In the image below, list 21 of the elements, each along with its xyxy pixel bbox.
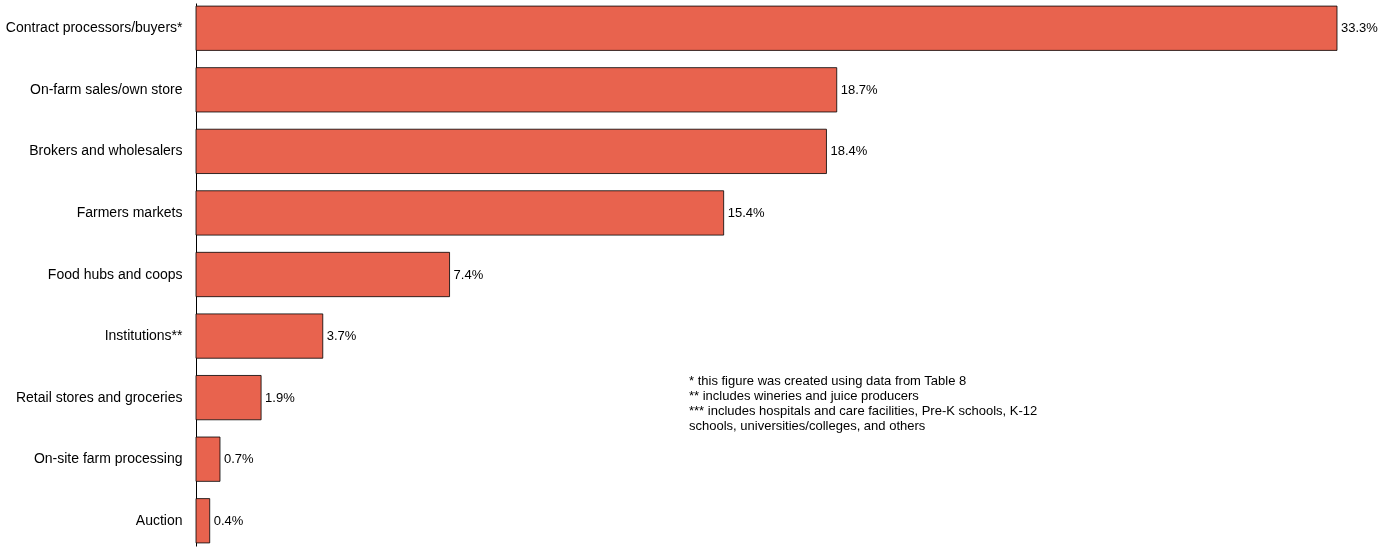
data-label: 0.7% [223, 451, 255, 467]
y-tick-label: Retail stores and groceries [15, 388, 183, 405]
data-label: 7.4% [453, 266, 484, 282]
y-tick-label: Farmers markets [76, 203, 183, 220]
y-tick-label: Institutions** [104, 327, 184, 344]
y-tick-label: Brokers and wholesalers [29, 142, 183, 159]
data-label: 3.7% [326, 328, 357, 344]
y-tick-label: Auction [135, 511, 183, 528]
data-label: 33.3% [1341, 20, 1379, 36]
annotation: *** includes hospitals and care facilities, Pre-K schools, K-12 schools, universities/colleges, and others [689, 403, 1038, 433]
y-tick-label: On-farm sales/own store [30, 80, 183, 97]
annotation: ** includes wineries and juice producers [689, 388, 920, 403]
annotation: * this figure was created using data from Table 8 [689, 373, 967, 388]
y-tick-label: On-site farm processing [33, 450, 183, 467]
y-tick-label: Contract processors/buyers* [5, 19, 184, 36]
y-tick-label: Food hubs and coops [47, 265, 183, 282]
data-label: 1.9% [265, 389, 296, 405]
data-label: 18.4% [830, 143, 868, 159]
data-label: 18.7% [840, 81, 879, 97]
data-label: 0.4% [213, 512, 244, 528]
data-label: 15.4% [727, 204, 765, 220]
